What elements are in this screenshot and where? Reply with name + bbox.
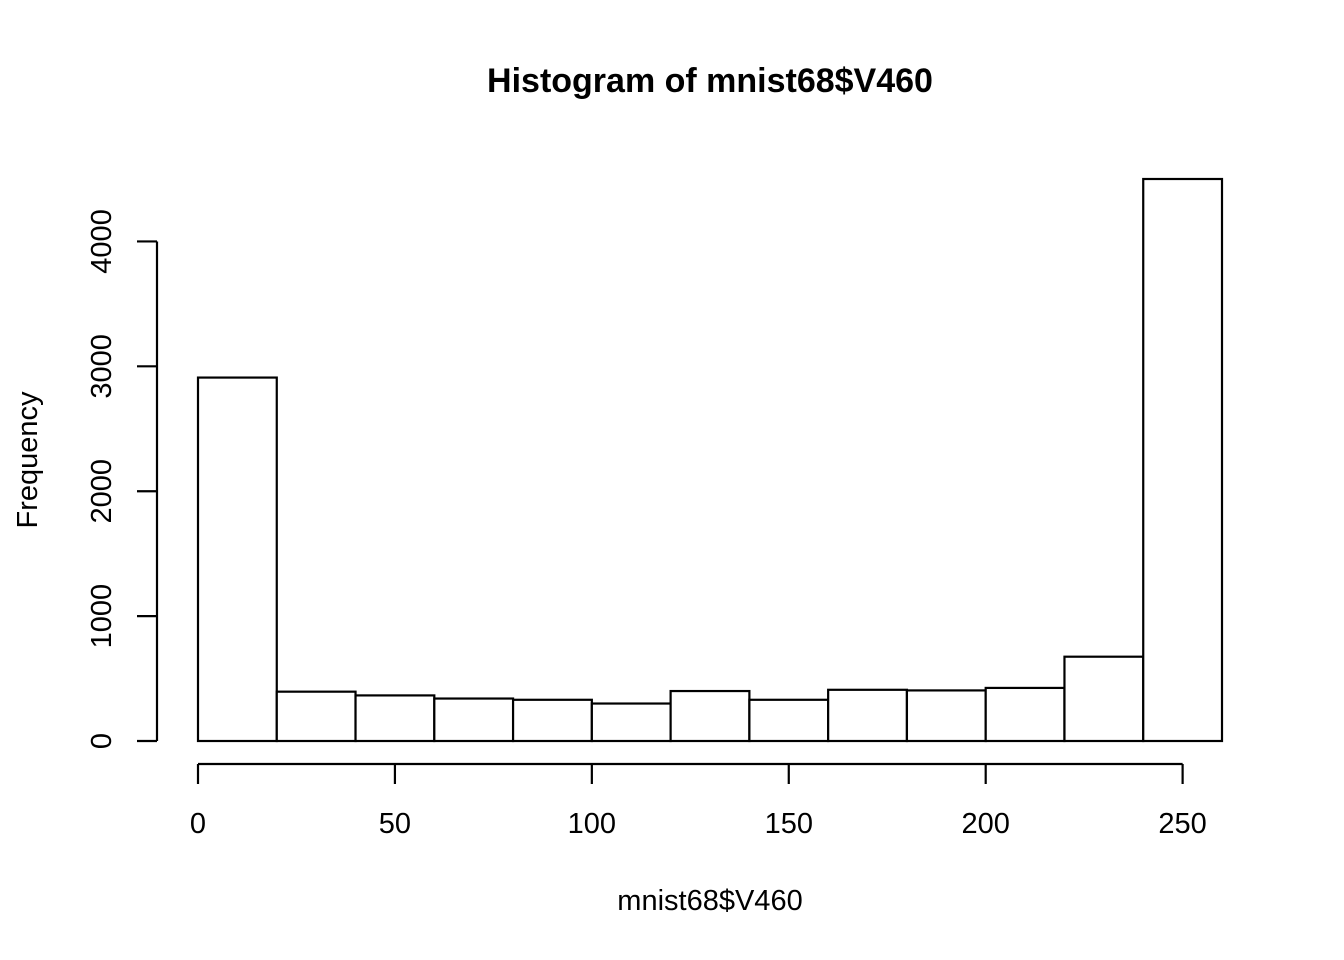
y-tick-label: 0 xyxy=(86,733,118,749)
x-tick-label: 0 xyxy=(190,808,206,840)
x-axis: 0 50 100 150 200 250 xyxy=(190,762,1207,840)
y-tick-label: 1000 xyxy=(86,584,118,649)
histogram-bar xyxy=(669,689,751,743)
chart-title: Histogram of mnist68$V460 xyxy=(487,62,933,100)
histogram-bar xyxy=(433,697,515,743)
y-axis: 0 1000 2000 3000 4000 xyxy=(86,209,159,749)
histogram-bar xyxy=(827,688,909,743)
y-axis-label: Frequency xyxy=(12,391,44,529)
x-tick-label: 50 xyxy=(379,808,411,840)
histogram-bar xyxy=(511,698,593,743)
histogram-bar xyxy=(590,702,672,743)
x-tick-label: 200 xyxy=(961,808,1009,840)
histogram-bar xyxy=(196,376,278,743)
histogram-bar xyxy=(1063,655,1145,743)
histogram-bar xyxy=(1142,177,1224,743)
y-tick-label: 3000 xyxy=(86,334,118,399)
x-tick-label: 150 xyxy=(765,808,813,840)
y-tick-label: 2000 xyxy=(86,459,118,524)
x-axis-label: mnist68$V460 xyxy=(617,885,802,917)
histogram-bar xyxy=(354,694,436,743)
histogram-bar xyxy=(984,686,1066,743)
y-tick-label: 4000 xyxy=(86,209,118,274)
x-tick-label: 100 xyxy=(568,808,616,840)
histogram-bar xyxy=(905,689,987,743)
histogram-bar xyxy=(748,698,830,743)
x-tick-label: 250 xyxy=(1158,808,1206,840)
histogram-bar xyxy=(275,690,357,743)
histogram-bars xyxy=(196,177,1224,743)
